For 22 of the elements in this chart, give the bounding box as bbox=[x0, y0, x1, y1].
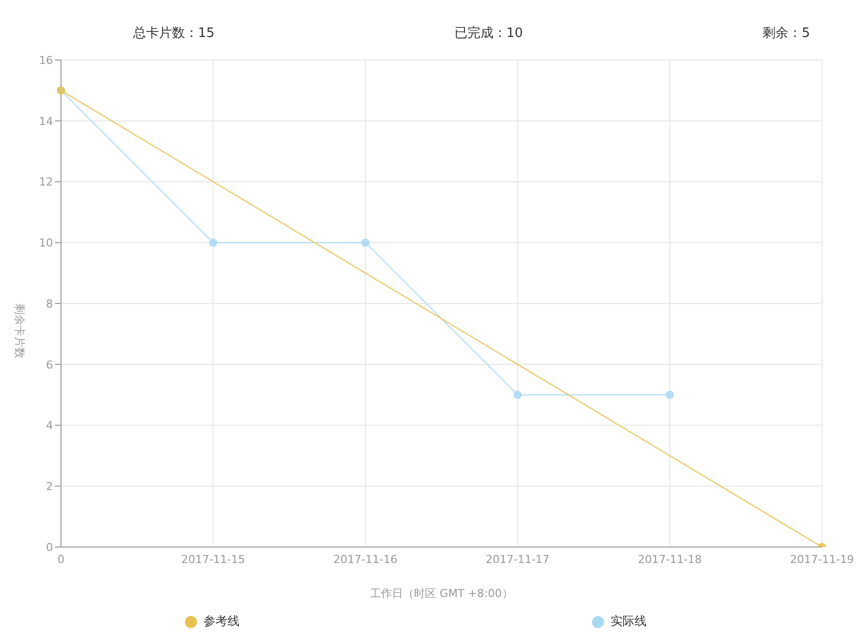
x-tick-label: 2017-11-17 bbox=[486, 552, 550, 566]
text: 总卡片数：15 bbox=[133, 25, 215, 42]
y-tick-label: 10 bbox=[39, 236, 53, 250]
text: 已完成：10 bbox=[454, 25, 523, 42]
x-tick-label: 2017-11-15 bbox=[181, 552, 246, 566]
x-tick-label: 2017-11-18 bbox=[638, 552, 702, 566]
y-tick-label: 2 bbox=[46, 480, 53, 494]
y-tick-label: 16 bbox=[39, 54, 53, 67]
y-tick-label: 4 bbox=[46, 419, 53, 432]
y-tick-label: 12 bbox=[39, 176, 53, 189]
x-tick-label: 2017-11-19 bbox=[790, 552, 854, 566]
y-tick-label: 14 bbox=[39, 114, 53, 128]
legend-label: 实际线 bbox=[610, 613, 646, 630]
text: 剩余：5 bbox=[762, 25, 810, 42]
x-axis-title: 工作日（时区 GMT +8:00） bbox=[370, 587, 513, 600]
y-axis-title: 剩余卡片数 bbox=[13, 304, 26, 358]
y-tick-label: 8 bbox=[46, 297, 53, 310]
legend-label: 参考线 bbox=[202, 613, 240, 630]
y-tick-label: 0 bbox=[46, 540, 53, 554]
x-tick-label: 2017-11-16 bbox=[333, 552, 398, 566]
x-tick-label: 0 bbox=[58, 552, 64, 566]
y-tick-label: 6 bbox=[46, 358, 53, 372]
